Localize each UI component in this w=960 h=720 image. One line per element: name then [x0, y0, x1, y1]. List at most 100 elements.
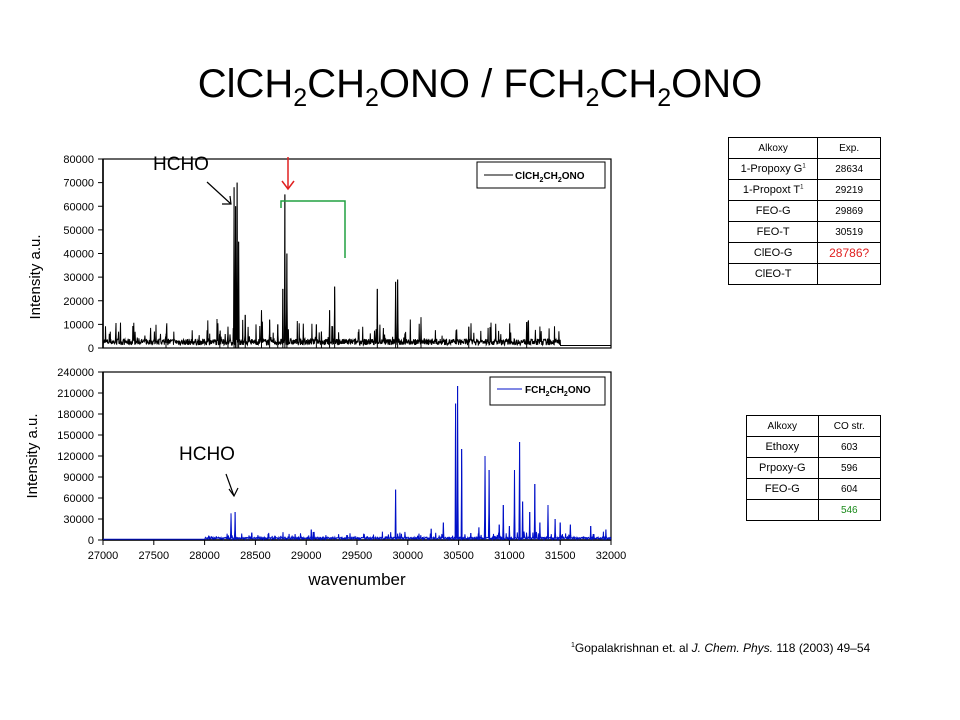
table-cell-label: 1-Propoxt T1	[727, 179, 819, 201]
title-text: CH	[599, 62, 658, 106]
bottom-spectrum-trace	[103, 385, 612, 542]
x-tick-label: 28000	[189, 550, 220, 562]
table-row: ClEO-T	[727, 263, 881, 285]
table-cell-value: 28634	[817, 158, 881, 180]
y-tick-label: 210000	[57, 388, 94, 400]
red-down-arrowhead	[281, 180, 295, 191]
y-tick-label: 10000	[63, 319, 94, 331]
y-tick-label: 0	[88, 343, 94, 355]
table-header-cell: Alkoxy	[746, 415, 819, 437]
table-header-row: Alkoxy CO str.	[746, 415, 882, 437]
table-cell-label	[746, 499, 819, 521]
table-cell-value: 29869	[817, 200, 881, 222]
table-cell-value	[817, 263, 881, 285]
row-label: Prpoxy-G	[759, 462, 806, 474]
x-tick-label: 28500	[240, 550, 271, 562]
top-spectrum-trace	[102, 182, 611, 347]
row-label-superscript: 1	[802, 163, 806, 170]
table-row: ClEO-G 28786?	[727, 242, 881, 264]
x-tick-label: 27500	[139, 550, 170, 562]
hcho-arrowhead-top	[222, 195, 232, 205]
y-tick-label: 40000	[63, 249, 94, 261]
title-subscript: 2	[364, 84, 379, 112]
x-axis-label: wavenumber	[307, 570, 406, 589]
y-tick-label: 150000	[57, 430, 94, 442]
y-tick-label: 90000	[63, 472, 94, 484]
title-text: ONO / FCH	[378, 62, 586, 106]
legend-text-part: CH	[543, 171, 557, 182]
y-tick-label: 0	[88, 535, 94, 547]
legend-text-part: ONO	[562, 171, 585, 182]
title-subscript: 2	[293, 84, 308, 112]
table-row: Prpoxy-G 596	[746, 457, 882, 479]
row-label: 1-Propoxt T	[742, 184, 801, 196]
bottom-x-ticks: 27000 27500 28000 28500 29000 29500 30000 30500…	[88, 540, 627, 562]
table-row: Ethoxy 603	[746, 436, 882, 458]
legend-text-part: FCH	[525, 385, 546, 396]
x-tick-label: 30500	[443, 550, 474, 562]
table-header-cell: CO str.	[817, 415, 882, 437]
top-legend-label: ClCH2CH2ONO	[515, 171, 585, 184]
table-row: FEO-G 604	[746, 478, 882, 500]
table-row: 1-Propoxy G1 28634	[727, 158, 881, 180]
y-tick-label: 120000	[57, 451, 94, 463]
legend-subscript: 2	[546, 391, 550, 398]
table-header-cell: Alkoxy	[727, 137, 819, 159]
x-tick-label: 27000	[88, 550, 119, 562]
table-cell-label: Ethoxy	[746, 436, 819, 458]
table-cell-label: Prpoxy-G	[746, 457, 819, 479]
slide-title: ClCH2CH2ONO / FCH2CH2ONO	[0, 62, 960, 111]
legend-subscript: 2	[564, 391, 568, 398]
bottom-legend: FCH2CH2ONO	[489, 376, 606, 406]
row-label: ClEO-G	[753, 247, 793, 259]
table-cell-value: 29219	[817, 179, 881, 201]
alkoxy-co-str-table: Alkoxy CO str. Ethoxy 603 Prpoxy-G 596 FEO-G 60…	[746, 415, 882, 521]
table-header-row: Alkoxy Exp.	[727, 137, 881, 159]
x-tick-label: 31000	[494, 550, 525, 562]
title-subscript: 2	[657, 84, 672, 112]
top-y-axis-label: Intensity a.u.	[27, 234, 44, 319]
table-cell-value: 604	[817, 478, 882, 500]
top-y-ticks: 0 10000 20000 30000 40000 50000 60000 70000 8000…	[63, 154, 103, 355]
hcho-arrow-top	[206, 181, 232, 205]
y-tick-label: 60000	[63, 493, 94, 505]
y-tick-label: 80000	[63, 154, 94, 166]
y-tick-label: 60000	[63, 201, 94, 213]
row-label: 1-Propoxy G	[740, 163, 803, 175]
y-tick-label: 20000	[63, 296, 94, 308]
bottom-y-axis-label: Intensity a.u.	[24, 413, 41, 498]
table-cell-label: FEO-G	[746, 478, 819, 500]
title-text: CH	[307, 62, 365, 106]
title-subscript: 2	[585, 84, 600, 112]
x-tick-label: 31500	[545, 550, 576, 562]
x-tick-label: 29500	[342, 550, 373, 562]
bottom-legend-label: FCH2CH2ONO	[525, 385, 591, 398]
reference-journal: J. Chem. Phys.	[691, 641, 774, 655]
table-cell-label: ClEO-G	[727, 242, 819, 264]
row-label: ClEO-T	[754, 268, 792, 280]
x-tick-label: 30000	[393, 550, 424, 562]
reference-details: 118 (2003) 49–54	[773, 641, 871, 655]
alkoxy-exp-table: Alkoxy Exp. 1-Propoxy G1 28634 1-Propoxt T1 2…	[727, 137, 881, 285]
table-row: FEO-T 30519	[727, 221, 881, 243]
x-tick-label: 32000	[596, 550, 627, 562]
table-cell-value: 28786?	[817, 242, 881, 264]
reference-superscript: 1	[571, 642, 575, 649]
table-cell-label: FEO-T	[727, 221, 819, 243]
title-text: ClCH	[197, 62, 294, 106]
y-tick-label: 30000	[63, 514, 94, 526]
legend-text-part: ONO	[568, 385, 591, 396]
table-header-cell: Exp.	[817, 137, 881, 159]
reference-authors: Gopalakrishnan et. al	[574, 641, 692, 655]
table-cell-value: 546	[817, 499, 882, 521]
legend-text-part: CH	[549, 385, 563, 396]
bottom-y-ticks: 0 30000 60000 90000 120000 150000 180000 210000…	[57, 367, 103, 547]
bottom-chart: 0 30000 60000 90000 120000 150000 180000 210000…	[24, 367, 626, 589]
table-cell-value: 596	[817, 457, 882, 479]
hcho-label-top: HCHO	[153, 154, 209, 175]
title-text: ONO	[671, 62, 763, 106]
top-legend: ClCH2CH2ONO	[476, 161, 606, 189]
legend-subscript: 2	[558, 177, 562, 184]
hcho-arrow-bottom	[225, 473, 235, 497]
